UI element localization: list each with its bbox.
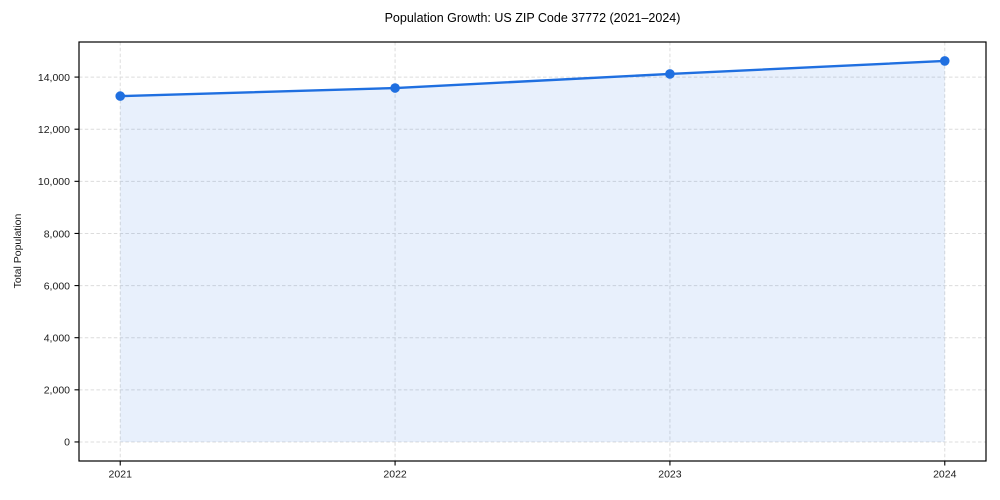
area-fill (120, 60, 945, 442)
data-point (665, 69, 675, 79)
y-tick-label: 8,000 (44, 228, 70, 240)
data-point (115, 91, 126, 101)
x-tick-label: 2023 (658, 469, 682, 481)
y-tick-label: 14,000 (38, 72, 70, 84)
y-tick-label: 6,000 (44, 280, 70, 292)
x-tick-label: 2021 (109, 469, 133, 481)
trend-line (119, 59, 946, 98)
data-point (390, 83, 400, 93)
y-tick-label: 4,000 (44, 333, 70, 345)
axes-box (78, 41, 987, 462)
y-tick-label: 10,000 (38, 176, 70, 188)
y-tick-label: 0 (64, 437, 70, 449)
y-tick-label: 2,000 (44, 385, 70, 397)
chart-title: Population Growth: US ZIP Code 37772 (20… (384, 11, 681, 25)
y-tick-label: 12,000 (38, 124, 70, 136)
data-point (939, 56, 950, 66)
x-tick-label: 2024 (933, 469, 957, 481)
x-tick-label: 2022 (383, 469, 407, 481)
